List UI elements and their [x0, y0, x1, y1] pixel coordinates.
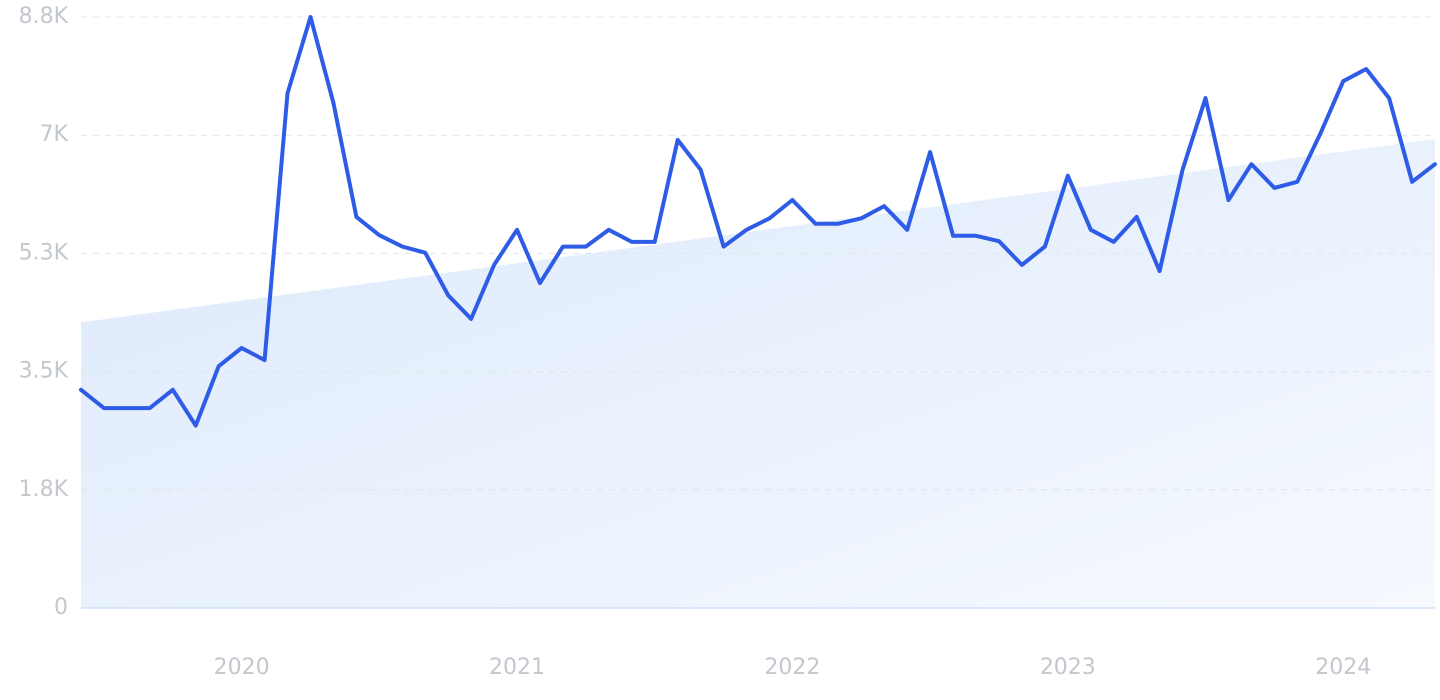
line — [79, 15, 1437, 428]
x-tick-label: 2022 — [764, 655, 820, 680]
y-tick-label: 3.5K — [19, 359, 69, 384]
y-tick-label: 5.3K — [19, 240, 69, 265]
x-tick-label: 2020 — [214, 655, 270, 680]
x-tick-label: 2023 — [1040, 655, 1096, 680]
trend-area — [81, 139, 1435, 608]
y-tick-label: 7K — [40, 122, 69, 147]
y-tick-label: 8.8K — [19, 4, 69, 29]
y-tick-label: 1.8K — [19, 477, 69, 502]
x-tick-label: 2021 — [489, 655, 545, 680]
x-tick-label: 2024 — [1315, 655, 1371, 680]
y-tick-label: 0 — [54, 595, 68, 620]
